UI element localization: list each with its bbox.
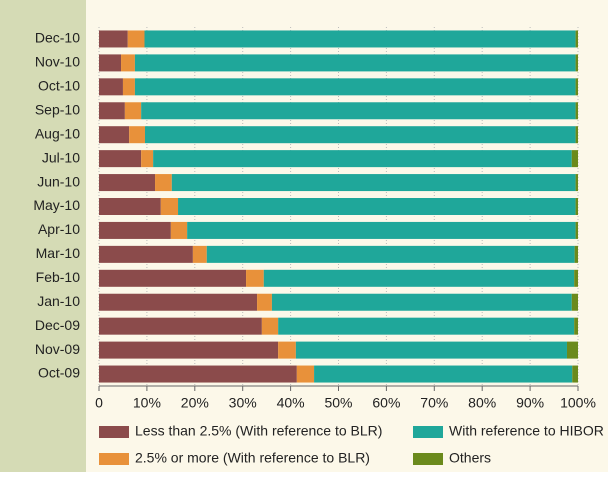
- bar-segment: [278, 317, 575, 335]
- bar-segment: [571, 150, 578, 168]
- bar-segment: [122, 78, 135, 96]
- x-tick-label: 80%: [468, 395, 496, 411]
- legend-label: Others: [449, 450, 491, 466]
- legend-label: 2.5% or more (With reference to BLR): [135, 450, 370, 466]
- y-tick-label: Jan-10: [37, 293, 80, 309]
- bar-segment: [99, 198, 161, 215]
- bar-segment: [572, 365, 578, 383]
- bar-segment: [575, 126, 578, 144]
- bar-segment: [566, 341, 578, 359]
- bar-segment: [271, 293, 572, 311]
- bar-segment: [575, 174, 578, 192]
- bar-segment: [314, 365, 573, 383]
- bar-segment: [160, 198, 179, 215]
- bar-segment: [99, 221, 171, 239]
- bar-segment: [99, 341, 279, 359]
- y-tick-label: Nov-10: [35, 54, 80, 70]
- bar-segment: [574, 269, 578, 287]
- bar-segment: [144, 126, 576, 144]
- x-tick-label: 60%: [372, 395, 400, 411]
- y-tick-label: May-10: [33, 197, 80, 213]
- bar-segment: [296, 365, 315, 383]
- y-tick-label: Oct-10: [38, 78, 80, 94]
- bar-segment: [575, 78, 578, 96]
- bar-segment: [99, 245, 193, 263]
- bar-segment: [129, 126, 145, 144]
- bar-segment: [144, 30, 576, 48]
- bar-segment: [124, 102, 142, 120]
- y-tick-label: Jun-10: [37, 173, 80, 189]
- bar-segment: [127, 30, 145, 48]
- bar-segment: [257, 293, 272, 311]
- bar-segment: [261, 317, 279, 335]
- bar-segment: [178, 198, 576, 215]
- bar-segment: [295, 341, 567, 359]
- y-tick-label: Jul-10: [42, 149, 80, 165]
- bar-segment: [571, 293, 578, 311]
- x-tick-label: 90%: [516, 395, 544, 411]
- bar-segment: [575, 102, 578, 120]
- bar-segment: [575, 30, 578, 48]
- bar-segment: [99, 102, 125, 120]
- bar-segment: [99, 365, 297, 383]
- bar-segment: [134, 54, 576, 72]
- y-tick-label: Nov-09: [35, 341, 80, 357]
- y-tick-label: Mar-10: [36, 245, 81, 261]
- x-tick-label: 100%: [560, 395, 596, 411]
- bar-segment: [99, 126, 130, 144]
- bar-segment: [99, 269, 247, 287]
- x-tick-label: 40%: [277, 395, 305, 411]
- bar-segment: [575, 221, 578, 239]
- y-tick-label: Dec-09: [35, 317, 80, 333]
- legend-swatch: [99, 426, 129, 438]
- y-tick-label: Aug-10: [35, 125, 80, 141]
- bar-segment: [99, 54, 122, 72]
- y-tick-label: Sep-10: [35, 101, 80, 117]
- y-tick-label: Dec-10: [35, 30, 80, 46]
- legend-swatch: [413, 426, 443, 438]
- x-tick-label: 0: [95, 395, 103, 411]
- bar-segment: [153, 150, 572, 168]
- bar-segment: [575, 198, 578, 215]
- bar-segment: [99, 30, 128, 48]
- legend-label: With reference to HIBOR: [449, 423, 604, 439]
- legend-swatch: [413, 453, 443, 465]
- y-tick-label: Feb-10: [36, 269, 81, 285]
- bar-segment: [99, 293, 258, 311]
- bar-segment: [141, 102, 576, 120]
- label-panel: [0, 0, 86, 472]
- bar-segment: [170, 221, 188, 239]
- y-tick-label: Oct-09: [38, 365, 80, 381]
- bar-segment: [99, 150, 142, 168]
- bar-segment: [278, 341, 296, 359]
- bar-segment: [155, 174, 172, 192]
- bar-segment: [574, 317, 578, 335]
- bar-segment: [171, 174, 576, 192]
- legend-label: Less than 2.5% (With reference to BLR): [135, 423, 382, 439]
- bar-segment: [263, 269, 575, 287]
- bar-segment: [99, 174, 156, 192]
- x-tick-label: 30%: [229, 395, 257, 411]
- bar-segment: [574, 245, 578, 263]
- bar-segment: [246, 269, 264, 287]
- bar-segment: [187, 221, 576, 239]
- bar-segment: [99, 78, 123, 96]
- bar-segment: [206, 245, 575, 263]
- legend-swatch: [99, 453, 129, 465]
- y-tick-label: Apr-10: [38, 221, 80, 237]
- x-tick-label: 10%: [133, 395, 161, 411]
- bar-segment: [141, 150, 154, 168]
- bar-segment: [192, 245, 207, 263]
- x-tick-label: 50%: [324, 395, 352, 411]
- bar-segment: [134, 78, 576, 96]
- x-tick-label: 70%: [420, 395, 448, 411]
- x-tick-label: 20%: [181, 395, 209, 411]
- bar-segment: [121, 54, 135, 72]
- bar-segment: [99, 317, 262, 335]
- bar-segment: [575, 54, 578, 72]
